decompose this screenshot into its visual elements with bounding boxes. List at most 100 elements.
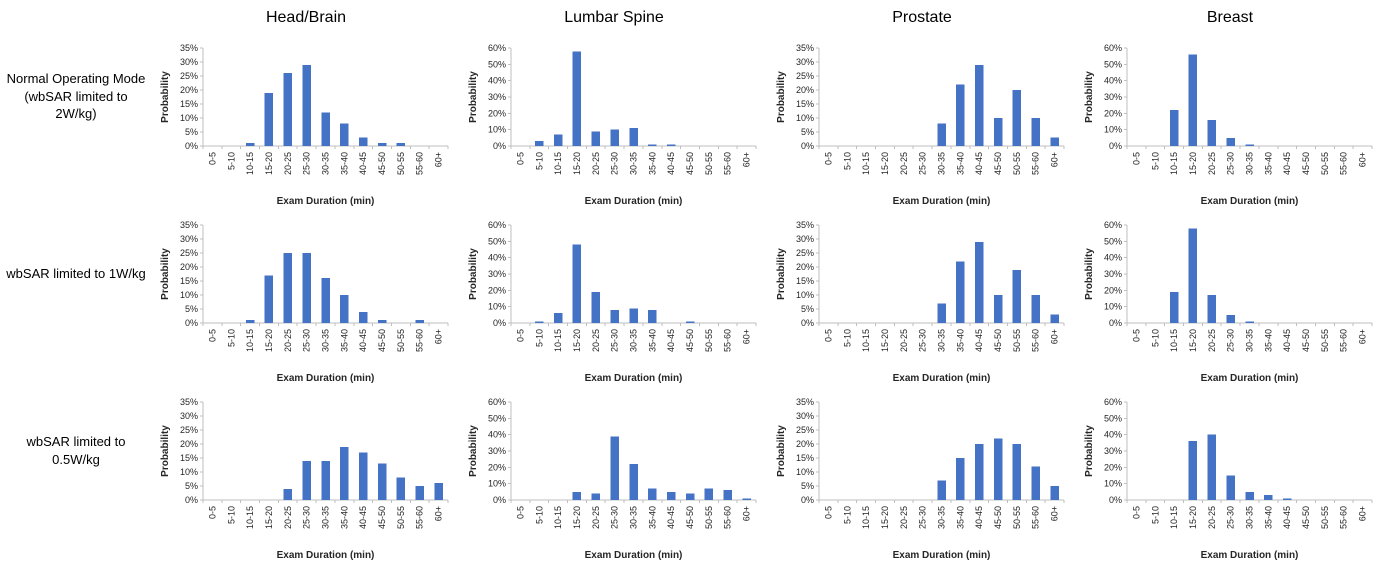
bar-chart-cell: 0% 10% 20% 30% 40% 50% 60% 0-5 5-10 10-15 15-20 20-… <box>1076 213 1384 390</box>
svg-text:10-15: 10-15 <box>1169 329 1179 352</box>
svg-text:0%: 0% <box>493 141 506 151</box>
svg-text:30%: 30% <box>1104 92 1122 102</box>
svg-text:40-45: 40-45 <box>358 506 368 529</box>
svg-text:15-20: 15-20 <box>880 329 890 352</box>
svg-text:30%: 30% <box>180 57 198 67</box>
svg-text:55-60: 55-60 <box>723 506 733 529</box>
svg-text:15-20: 15-20 <box>1188 506 1198 529</box>
svg-text:45-50: 45-50 <box>993 152 1003 175</box>
svg-text:60+: 60+ <box>1050 506 1060 521</box>
svg-text:30%: 30% <box>796 234 814 244</box>
svg-text:55-60: 55-60 <box>1339 506 1349 529</box>
svg-text:5-10: 5-10 <box>842 329 852 347</box>
svg-text:5-10: 5-10 <box>842 506 852 524</box>
svg-text:30-35: 30-35 <box>629 329 639 352</box>
bar-chart-svg: 0% 5% 10% 15% 20% 25% 30% 35% 0-5 5-10 10-15 15-20 2… <box>776 43 1065 207</box>
svg-text:40-45: 40-45 <box>666 152 676 175</box>
bar-chart-svg: 0% 5% 10% 15% 20% 25% 30% 35% 0-5 5-10 10-15 15-20 2… <box>776 397 1065 561</box>
svg-text:15-20: 15-20 <box>1188 329 1198 352</box>
svg-text:10%: 10% <box>488 479 506 489</box>
svg-text:30%: 30% <box>488 269 506 279</box>
svg-text:50-55: 50-55 <box>704 152 714 175</box>
svg-text:Probability: Probability <box>776 71 787 123</box>
bar-chart-svg: 0% 5% 10% 15% 20% 25% 30% 35% 0-5 5-10 10-15 15-20 2… <box>776 220 1065 384</box>
svg-text:50-55: 50-55 <box>1320 329 1330 352</box>
svg-text:25-30: 25-30 <box>918 506 928 529</box>
svg-text:25%: 25% <box>180 425 198 435</box>
svg-text:0-5: 0-5 <box>515 152 525 165</box>
svg-text:60+: 60+ <box>434 152 444 167</box>
svg-text:55-60: 55-60 <box>415 152 425 175</box>
svg-text:60+: 60+ <box>1358 329 1368 344</box>
svg-text:45-50: 45-50 <box>377 329 387 352</box>
svg-text:30-35: 30-35 <box>321 152 331 175</box>
svg-text:25-30: 25-30 <box>1226 152 1236 175</box>
svg-text:60+: 60+ <box>1358 506 1368 521</box>
svg-text:Exam Duration (min): Exam Duration (min) <box>1201 196 1299 207</box>
column-title-head-brain: Head/Brain <box>265 9 347 26</box>
svg-text:20%: 20% <box>796 439 814 449</box>
svg-text:35%: 35% <box>180 220 198 230</box>
svg-text:0-5: 0-5 <box>823 329 833 342</box>
svg-text:10%: 10% <box>1104 479 1122 489</box>
svg-text:60%: 60% <box>1104 220 1122 230</box>
svg-text:Probability: Probability <box>160 425 171 477</box>
svg-text:0-5: 0-5 <box>1131 506 1141 519</box>
svg-text:35-40: 35-40 <box>1263 329 1273 352</box>
bar-chart-svg: 0% 10% 20% 30% 40% 50% 60% 0-5 5-10 10-15 15-20 20-… <box>468 397 757 561</box>
svg-text:20%: 20% <box>180 262 198 272</box>
svg-text:45-50: 45-50 <box>685 506 695 529</box>
svg-text:30%: 30% <box>796 57 814 67</box>
svg-text:60+: 60+ <box>1050 329 1060 344</box>
svg-text:Probability: Probability <box>776 248 787 300</box>
svg-text:45-50: 45-50 <box>377 506 387 529</box>
bar-chart-svg: 0% 10% 20% 30% 40% 50% 60% 0-5 5-10 10-15 15-20 20-… <box>1084 43 1373 207</box>
bar-chart-svg: 0% 10% 20% 30% 40% 50% 60% 0-5 5-10 10-15 15-20 20-… <box>468 220 757 384</box>
svg-text:0-5: 0-5 <box>823 506 833 519</box>
svg-text:25%: 25% <box>180 71 198 81</box>
svg-text:55-60: 55-60 <box>1031 152 1041 175</box>
bar-chart-cell: 0% 5% 10% 15% 20% 25% 30% 35% 0-5 5-10 10-15 15-20 2… <box>152 390 460 567</box>
svg-text:25%: 25% <box>180 248 198 258</box>
svg-text:0%: 0% <box>185 141 198 151</box>
svg-text:25-30: 25-30 <box>918 152 928 175</box>
svg-text:10-15: 10-15 <box>553 506 563 529</box>
svg-text:40%: 40% <box>488 430 506 440</box>
svg-text:55-60: 55-60 <box>415 329 425 352</box>
bar-chart-cell: 0% 10% 20% 30% 40% 50% 60% 0-5 5-10 10-15 15-20 20-… <box>460 36 768 213</box>
bar-chart-cell: 0% 5% 10% 15% 20% 25% 30% 35% 0-5 5-10 10-15 15-20 2… <box>152 36 460 213</box>
svg-text:45-50: 45-50 <box>685 329 695 352</box>
svg-text:5-10: 5-10 <box>1150 329 1160 347</box>
svg-text:Probability: Probability <box>776 425 787 477</box>
svg-text:20-25: 20-25 <box>591 329 601 352</box>
svg-text:30-35: 30-35 <box>629 506 639 529</box>
svg-text:30-35: 30-35 <box>937 506 947 529</box>
svg-text:35-40: 35-40 <box>647 506 657 529</box>
svg-text:10-15: 10-15 <box>861 329 871 352</box>
svg-text:35%: 35% <box>180 397 198 407</box>
svg-text:0%: 0% <box>185 318 198 328</box>
svg-text:5-10: 5-10 <box>226 329 236 347</box>
svg-text:60%: 60% <box>488 43 506 53</box>
svg-text:50%: 50% <box>488 236 506 246</box>
svg-text:Exam Duration (min): Exam Duration (min) <box>277 550 375 561</box>
bar-chart-svg: 0% 5% 10% 15% 20% 25% 30% 35% 0-5 5-10 10-15 15-20 2… <box>160 43 449 207</box>
svg-text:Probability: Probability <box>160 71 171 123</box>
svg-text:5%: 5% <box>801 304 814 314</box>
svg-text:35-40: 35-40 <box>647 152 657 175</box>
row-label-05wkg: wbSAR limited to 0.5W/kg <box>26 433 126 467</box>
svg-text:25-30: 25-30 <box>302 506 312 529</box>
svg-text:20%: 20% <box>796 85 814 95</box>
svg-text:Probability: Probability <box>160 248 171 300</box>
svg-text:35-40: 35-40 <box>339 506 349 529</box>
svg-text:40-45: 40-45 <box>1282 329 1292 352</box>
svg-text:20-25: 20-25 <box>591 152 601 175</box>
svg-text:55-60: 55-60 <box>1031 329 1041 352</box>
svg-text:5-10: 5-10 <box>226 152 236 170</box>
svg-text:35-40: 35-40 <box>339 152 349 175</box>
svg-text:20%: 20% <box>1104 108 1122 118</box>
svg-text:20-25: 20-25 <box>591 506 601 529</box>
svg-text:45-50: 45-50 <box>377 152 387 175</box>
svg-text:20%: 20% <box>488 108 506 118</box>
svg-text:50-55: 50-55 <box>1320 152 1330 175</box>
